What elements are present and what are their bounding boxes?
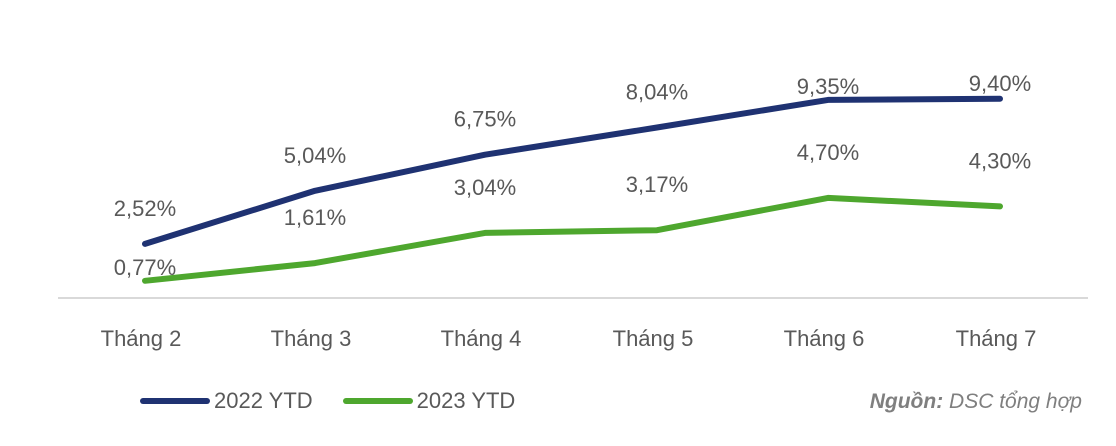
data-label: 2,52% [114, 196, 176, 221]
series-line-2022-ytd [142, 95, 1003, 247]
data-label: 1,61% [284, 205, 346, 230]
data-label: 4,30% [969, 148, 1031, 173]
x-axis-tick-label: Tháng 3 [271, 326, 352, 351]
data-label: 3,17% [626, 172, 688, 197]
series-line-2023-ytd [142, 194, 1003, 284]
x-axis-tick-label: Tháng 5 [613, 326, 694, 351]
source-note: Nguồn: DSC tổng hợp [870, 390, 1082, 414]
data-label: 9,40% [969, 71, 1031, 96]
data-label: 3,04% [454, 175, 516, 200]
legend-label-2023: 2023 YTD [416, 388, 516, 413]
data-label: 9,35% [797, 74, 859, 99]
data-label: 4,70% [797, 140, 859, 165]
series-layer: 2,52% 5,04% 6,75% 8,04% 9,35% 9,40% 0,77% 1,61%… [114, 71, 1031, 284]
data-label: 0,77% [114, 255, 176, 280]
legend: 2022 YTD 2023 YTD [140, 388, 515, 414]
source-text: DSC tổng hợp [943, 390, 1082, 413]
legend-swatch-2023 [342, 398, 413, 404]
x-axis-tick-label: Tháng 2 [101, 326, 182, 351]
x-axis-labels: Tháng 2 Tháng 3 Tháng 4 Tháng 5 Tháng 6 Tháng… [101, 326, 1037, 351]
data-label: 5,04% [284, 143, 346, 168]
x-axis-tick-label: Tháng 7 [956, 326, 1037, 351]
source-prefix: Nguồn: [869, 390, 944, 413]
legend-label-2022: 2022 YTD [214, 388, 313, 413]
legend-swatch-2022 [140, 398, 210, 404]
legend-item-2022: 2022 YTD [140, 388, 313, 414]
x-axis-tick-label: Tháng 6 [784, 326, 865, 351]
legend-item-2023: 2023 YTD [342, 388, 516, 414]
data-label: 6,75% [454, 107, 516, 132]
x-axis-tick-label: Tháng 4 [441, 326, 522, 351]
data-label: 8,04% [626, 80, 688, 105]
